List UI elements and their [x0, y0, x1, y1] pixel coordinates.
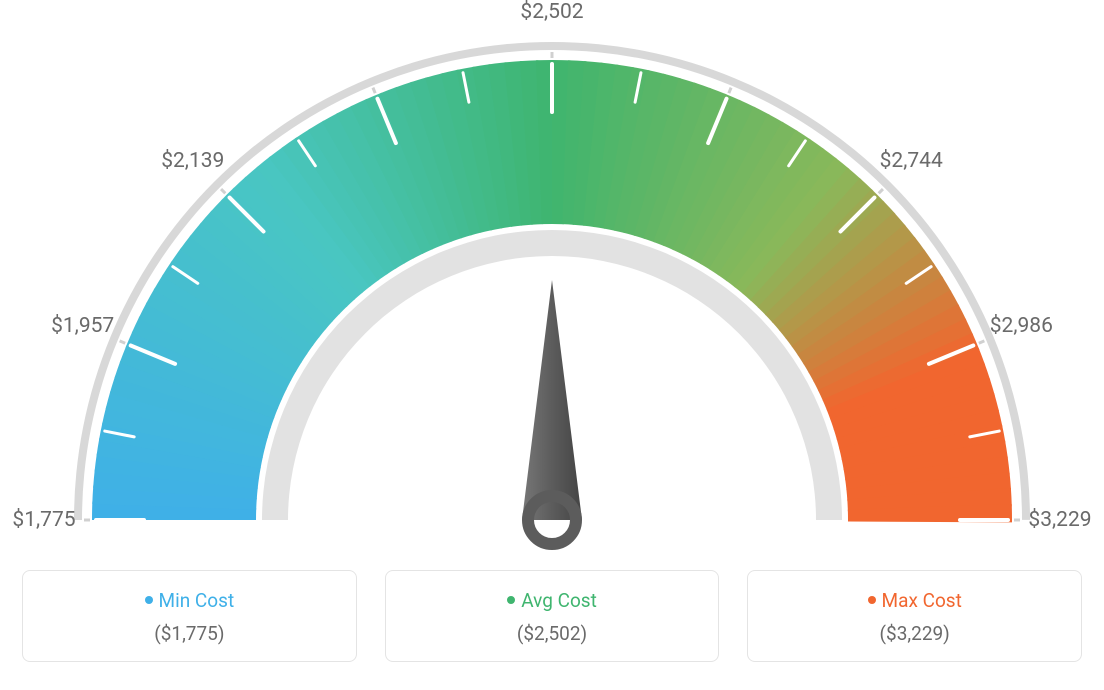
gauge-needle — [522, 280, 582, 520]
cost-gauge: $1,775$1,957$2,139$2,502$2,744$2,986$3,2… — [22, 20, 1082, 560]
gauge-tick-label: $1,957 — [51, 314, 114, 338]
legend-title-min: Min Cost — [33, 589, 346, 612]
legend-title-avg: Avg Cost — [396, 589, 709, 612]
gauge-tick-label: $1,775 — [12, 508, 75, 532]
legend-title-text: Min Cost — [159, 589, 235, 612]
gauge-svg — [22, 20, 1082, 560]
gauge-tick-label: $2,744 — [880, 149, 943, 173]
legend-dot-avg-icon — [507, 596, 515, 604]
legend-title-max: Max Cost — [758, 589, 1071, 612]
legend-title-text: Max Cost — [882, 589, 962, 612]
legend-card-avg: Avg Cost ($2,502) — [385, 570, 720, 662]
legend-title-text: Avg Cost — [521, 589, 597, 612]
gauge-tick-label: $3,229 — [1028, 508, 1091, 532]
legend-value-avg: ($2,502) — [396, 622, 709, 645]
legend-card-min: Min Cost ($1,775) — [22, 570, 357, 662]
legend-dot-max-icon — [868, 596, 876, 604]
legend-value-max: ($3,229) — [758, 622, 1071, 645]
gauge-tick-label: $2,139 — [161, 149, 224, 173]
legend-dot-min-icon — [145, 596, 153, 604]
gauge-tick-label: $2,502 — [520, 0, 583, 24]
legend-row: Min Cost ($1,775) Avg Cost ($2,502) Max Cost… — [22, 570, 1082, 662]
gauge-tick-label: $2,986 — [990, 314, 1053, 338]
legend-card-max: Max Cost ($3,229) — [747, 570, 1082, 662]
legend-value-min: ($1,775) — [33, 622, 346, 645]
